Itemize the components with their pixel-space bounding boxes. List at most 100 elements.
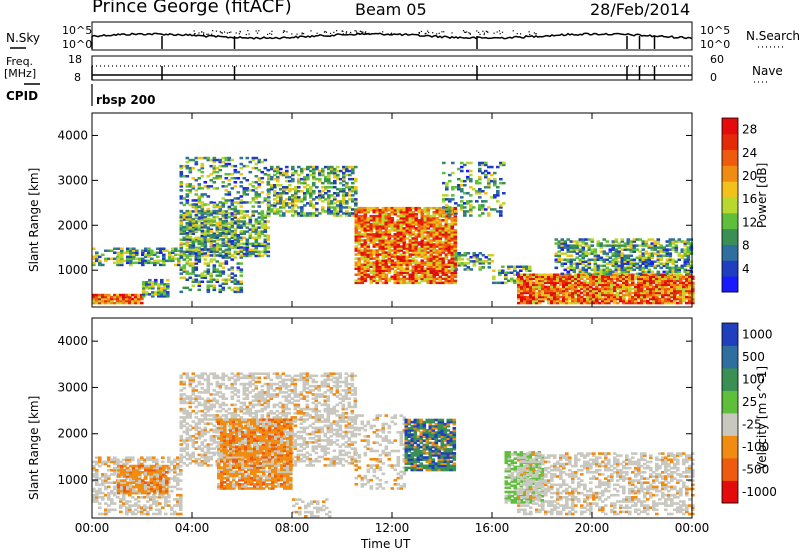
power-cell bbox=[98, 301, 102, 305]
power-cell bbox=[369, 257, 374, 260]
power-cell bbox=[414, 277, 419, 281]
power-cell bbox=[203, 225, 208, 229]
nsearch-dot bbox=[365, 31, 367, 33]
power-cell bbox=[661, 287, 665, 291]
power-cell bbox=[638, 264, 643, 268]
power-cell bbox=[390, 277, 395, 281]
power-cell bbox=[366, 225, 371, 228]
power-cell bbox=[469, 200, 473, 203]
power-cell bbox=[578, 238, 583, 241]
power-cell bbox=[673, 293, 677, 297]
power-cell bbox=[387, 261, 392, 264]
power-cell bbox=[257, 195, 262, 198]
power-cell bbox=[674, 266, 679, 270]
power-cell bbox=[620, 258, 625, 261]
power-cell bbox=[688, 297, 692, 301]
power-cell bbox=[629, 262, 634, 265]
power-cell bbox=[327, 167, 331, 171]
power-cell bbox=[620, 264, 625, 268]
power-cell bbox=[411, 273, 416, 276]
power-cell bbox=[336, 210, 340, 213]
power-cell bbox=[233, 244, 238, 248]
power-cell bbox=[297, 198, 301, 201]
power-cell bbox=[640, 293, 644, 297]
power-cell bbox=[206, 185, 211, 188]
power-cell bbox=[203, 210, 208, 213]
power-cell bbox=[565, 297, 569, 301]
power-cell bbox=[360, 255, 365, 258]
power-cell bbox=[565, 295, 569, 299]
power-cell bbox=[595, 289, 599, 293]
power-cell bbox=[584, 238, 589, 241]
power-cell bbox=[218, 238, 223, 241]
power-cell bbox=[590, 250, 595, 253]
power-cell bbox=[203, 211, 208, 215]
power-cell bbox=[215, 270, 220, 273]
power-cell bbox=[360, 243, 365, 246]
power-cell bbox=[300, 169, 304, 173]
power-cell bbox=[242, 246, 247, 250]
power-cell bbox=[438, 237, 443, 240]
power-cell bbox=[469, 210, 473, 213]
power-cell bbox=[312, 175, 316, 179]
power-cell bbox=[650, 254, 655, 257]
power-cell bbox=[414, 275, 419, 279]
power-cell bbox=[622, 281, 626, 285]
power-cell bbox=[499, 181, 503, 185]
power-cell bbox=[578, 258, 583, 261]
power-cell bbox=[553, 279, 557, 283]
power-cell bbox=[620, 270, 625, 274]
power-cell bbox=[227, 250, 232, 253]
power-cell bbox=[432, 251, 437, 254]
power-cell bbox=[450, 210, 455, 214]
velocity-cell bbox=[107, 468, 111, 472]
power-cell bbox=[393, 275, 398, 279]
power-cell bbox=[221, 160, 226, 164]
power-cell bbox=[215, 170, 220, 174]
velocity-cell bbox=[95, 489, 99, 493]
power-cell bbox=[577, 283, 581, 287]
power-cell bbox=[602, 238, 607, 241]
power-cell bbox=[590, 238, 595, 241]
power-cell bbox=[188, 213, 193, 217]
power-cell bbox=[637, 285, 641, 289]
power-cell bbox=[218, 201, 223, 204]
cpid-label: CPID bbox=[6, 89, 39, 103]
power-cell bbox=[634, 297, 638, 301]
power-cell bbox=[375, 249, 380, 252]
power-cell bbox=[599, 264, 604, 268]
power-cell bbox=[236, 288, 241, 292]
power-cell bbox=[417, 231, 422, 234]
power-cell bbox=[245, 244, 250, 248]
power-cell bbox=[584, 272, 589, 276]
power-cell bbox=[677, 254, 682, 257]
power-cell bbox=[429, 223, 434, 226]
power-cell bbox=[643, 297, 647, 301]
power-cell bbox=[601, 281, 605, 285]
power-cell bbox=[153, 261, 157, 265]
power-cell bbox=[107, 299, 111, 303]
power-cell bbox=[104, 297, 108, 301]
power-cell bbox=[375, 237, 380, 240]
power-cell bbox=[444, 257, 449, 260]
power-cell bbox=[254, 238, 259, 241]
power-cell bbox=[614, 266, 619, 270]
power-cell bbox=[450, 259, 455, 262]
power-cell bbox=[402, 231, 407, 234]
velocity-cells bbox=[92, 372, 695, 518]
power-cell bbox=[185, 156, 190, 160]
power-cell bbox=[233, 280, 238, 283]
power-cell bbox=[129, 261, 133, 265]
power-cell bbox=[528, 267, 532, 270]
power-cell bbox=[538, 297, 542, 301]
power-cell bbox=[369, 227, 374, 230]
power-cell bbox=[140, 293, 144, 297]
power-cell bbox=[212, 168, 217, 172]
power-colorbar-tick-label: 4 bbox=[742, 262, 750, 276]
power-cell bbox=[563, 246, 568, 249]
power-cell bbox=[372, 217, 377, 220]
power-cell bbox=[260, 230, 265, 233]
power-cell bbox=[429, 225, 434, 228]
power-cell bbox=[637, 275, 641, 279]
power-cell bbox=[276, 167, 280, 171]
